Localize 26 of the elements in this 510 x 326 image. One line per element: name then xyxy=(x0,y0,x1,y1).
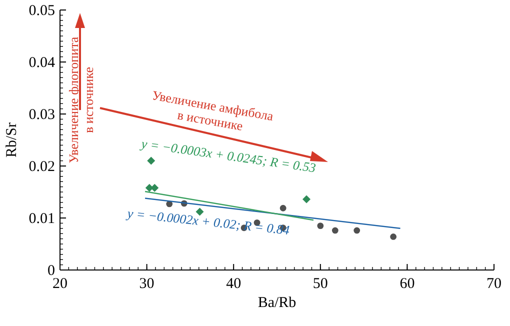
point xyxy=(354,227,360,234)
x-tick-label: 60 xyxy=(400,276,415,292)
point xyxy=(147,156,156,165)
x-tick-label: 70 xyxy=(486,276,502,292)
point xyxy=(280,204,286,212)
x-tick-label: 20 xyxy=(52,276,68,292)
annotation: Увеличение флогопита в источнике xyxy=(66,36,96,164)
y-tick-label: 0.04 xyxy=(28,55,56,71)
annotation: y = −0.0003x + 0.0245; R = 0.53 xyxy=(138,136,318,176)
x-tick-label: 50 xyxy=(312,276,328,292)
point xyxy=(390,234,397,240)
point xyxy=(254,219,260,226)
y-tick-label: 0 xyxy=(48,263,55,279)
y-tick-label: 0.02 xyxy=(28,159,55,175)
y-tick-label: 0.01 xyxy=(28,211,55,227)
x-tick-label: 30 xyxy=(139,276,154,292)
y-tick-label: 0.05 xyxy=(28,3,55,19)
annotation: Увеличение амфибола в источнике xyxy=(150,88,275,134)
y-axis-title: Rb/Sr xyxy=(4,122,20,158)
x-axis-title: Ba/Rb xyxy=(258,295,296,311)
point xyxy=(317,222,324,229)
annotation: y = −0.0002x + 0.02; R = 0.84 xyxy=(124,205,291,238)
x-tick-label: 40 xyxy=(226,276,242,292)
point xyxy=(302,195,311,204)
point xyxy=(332,227,338,234)
y-tick-label: 0.03 xyxy=(28,107,55,123)
